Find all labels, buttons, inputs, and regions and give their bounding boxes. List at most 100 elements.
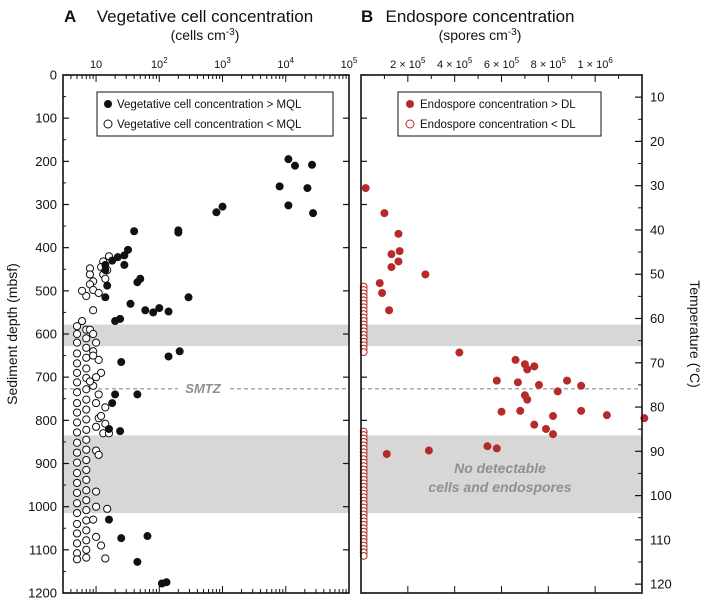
- y-tick-label-1000: 1000: [28, 499, 57, 514]
- point-b-above-dl: [553, 387, 562, 396]
- panel-a-subtitle: (cells cm-3): [171, 27, 240, 43]
- panel-b-legend: Endospore concentration > DL Endospore c…: [397, 91, 602, 137]
- point-a-below-mql: [91, 422, 101, 431]
- point-b-above-dl: [511, 355, 520, 364]
- temp-tick-label-120: 120: [650, 577, 672, 592]
- point-b-above-dl: [361, 184, 370, 193]
- point-a-below-mql: [94, 355, 103, 364]
- point-b-above-dl: [421, 270, 430, 279]
- point-a-below-mql: [82, 385, 91, 394]
- point-a-below-mql: [91, 398, 101, 408]
- temp-tick-label-40: 40: [650, 222, 664, 237]
- legend-a-entry-1: Vegetative cell concentration > MQL: [117, 99, 302, 111]
- point-a-above-mql: [101, 266, 110, 275]
- point-a-below-mql: [82, 435, 91, 444]
- no-detect-line-1: No detectable: [454, 460, 546, 476]
- point-b-above-dl: [602, 411, 611, 420]
- temp-tick-label-50: 50: [650, 267, 664, 282]
- point-a-below-mql: [72, 468, 82, 478]
- point-b-above-dl: [483, 442, 492, 451]
- panel-a-label: A: [64, 7, 76, 26]
- point-a-below-mql: [72, 322, 82, 331]
- point-a-below-mql: [77, 316, 87, 326]
- panel-a-title: Vegetative cell concentration: [97, 7, 313, 26]
- point-a-below-mql: [101, 554, 110, 563]
- point-a-below-mql: [82, 405, 91, 414]
- point-b-above-dl: [549, 430, 558, 439]
- point-a-below-mql: [82, 425, 91, 434]
- point-b-above-dl: [492, 376, 501, 385]
- point-a-below-mql: [82, 486, 91, 495]
- point-a-below-mql: [89, 351, 98, 360]
- point-a-below-mql: [91, 502, 101, 511]
- no-detect-line-2: cells and endospores: [428, 479, 571, 495]
- point-a-below-mql: [82, 415, 91, 424]
- y-axis-title: Sediment depth (mbsf): [4, 263, 20, 405]
- point-a-below-mql: [72, 338, 82, 347]
- point-a-above-mql: [218, 202, 227, 211]
- legend-b-box: [397, 91, 602, 137]
- point-a-below-mql: [82, 445, 91, 454]
- point-a-above-mql: [149, 308, 158, 317]
- point-a-below-mql: [82, 455, 91, 465]
- legend-a-filled-marker: [104, 100, 112, 108]
- point-a-below-mql: [82, 496, 91, 505]
- legend-b-entry-1: Endospore concentration > DL: [420, 99, 576, 111]
- point-a-below-mql: [91, 338, 101, 347]
- point-a-below-mql: [89, 329, 98, 339]
- point-a-below-mql: [72, 499, 82, 508]
- point-a-below-mql: [72, 368, 82, 377]
- panel-b-label: B: [361, 7, 373, 26]
- point-b-above-dl: [541, 424, 550, 433]
- y-tick-label-400: 400: [35, 240, 57, 255]
- point-a-above-mql: [130, 227, 139, 236]
- point-a-below-mql: [103, 504, 112, 513]
- point-a-below-mql: [72, 458, 82, 467]
- point-a-above-mql: [133, 390, 142, 399]
- panel-b-subtitle: (spores cm-3): [439, 27, 522, 43]
- temp-tick-label-20: 20: [650, 134, 664, 149]
- panel-b-title: Endospore concentration: [385, 7, 574, 26]
- point-b-above-dl: [549, 412, 558, 421]
- point-a-above-mql: [111, 390, 120, 399]
- x-tick-label-b: 2 × 105: [390, 56, 426, 71]
- point-b-above-dl: [387, 263, 396, 272]
- point-b-above-dl: [577, 406, 586, 415]
- point-a-above-mql: [284, 155, 293, 164]
- y-tick-label-600: 600: [35, 327, 57, 342]
- temperature-axis-title: Temperature (°C): [687, 280, 703, 388]
- temp-tick-label-70: 70: [650, 355, 664, 370]
- x-tick-label-a: 104: [277, 56, 294, 71]
- y-tick-label-800: 800: [35, 413, 57, 428]
- temp-tick-label-100: 100: [650, 488, 672, 503]
- y-tick-label-1100: 1100: [29, 542, 57, 557]
- point-a-above-mql: [117, 534, 126, 543]
- point-a-below-mql: [82, 526, 91, 535]
- point-a-below-mql: [85, 270, 95, 279]
- point-a-below-mql: [82, 353, 91, 362]
- point-a-below-mql: [82, 343, 91, 352]
- point-a-below-mql: [96, 541, 106, 550]
- point-a-below-mql: [72, 488, 82, 497]
- point-a-below-mql: [82, 334, 91, 343]
- point-a-below-mql: [101, 403, 110, 412]
- point-a-above-mql: [184, 293, 193, 302]
- point-a-above-mql: [116, 427, 125, 436]
- panel-b-axes: 2 × 105 4 × 105 6 × 105 8 × 105 1 × 106 10 20 3…: [361, 56, 672, 594]
- point-b-above-dl: [375, 279, 384, 288]
- point-a-above-mql: [212, 208, 221, 217]
- point-b-above-dl: [563, 376, 572, 385]
- point-a-below-mql: [82, 291, 91, 301]
- point-a-below-mql: [82, 465, 91, 475]
- point-a-above-mql: [108, 399, 117, 408]
- band-b-1: [361, 435, 642, 514]
- point-a-below-mql: [82, 395, 91, 404]
- point-b-above-dl: [497, 407, 506, 416]
- point-a-below-mql: [72, 519, 82, 529]
- point-a-above-mql: [133, 557, 142, 566]
- point-b-above-dl: [387, 250, 396, 259]
- point-a-above-mql: [120, 251, 129, 260]
- point-a-below-mql: [72, 398, 82, 408]
- y-tick-label-0: 0: [50, 68, 57, 83]
- point-a-above-mql: [309, 209, 318, 218]
